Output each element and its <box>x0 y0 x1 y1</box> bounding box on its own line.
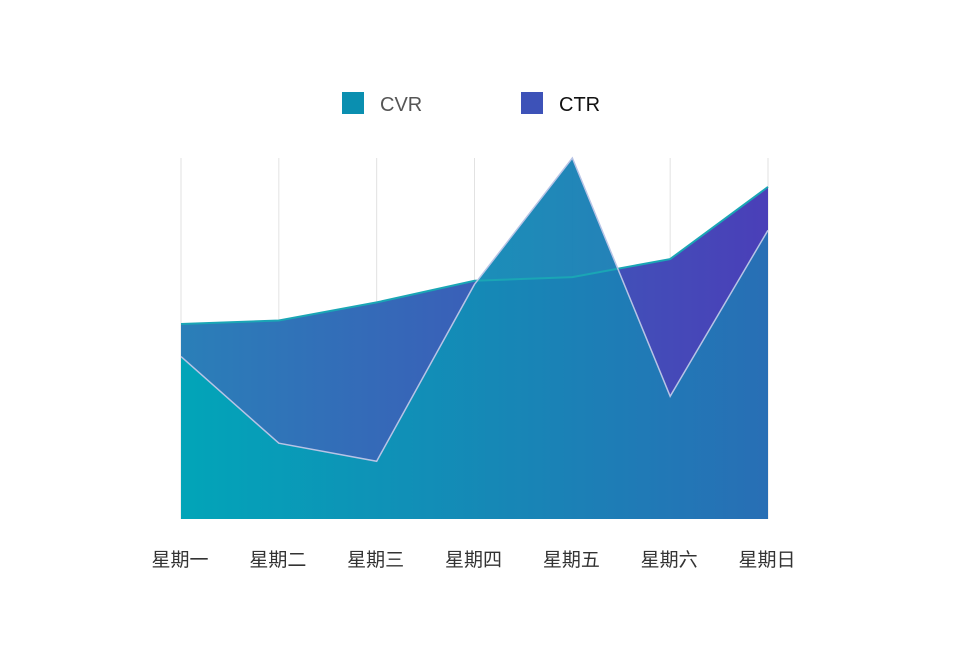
x-axis-tick-labels: 星期一 星期二 星期三 星期四 星期五 星期六 星期日 <box>151 549 795 571</box>
legend-swatch-cvr <box>342 92 364 114</box>
series-area-cvr <box>181 158 768 519</box>
series-lines <box>180 156 769 463</box>
legend-item-ctr[interactable]: CTR <box>521 92 600 116</box>
x-tick-label: 星期二 <box>249 549 306 571</box>
x-tick-label: 星期四 <box>445 549 502 571</box>
x-tick-label: 星期六 <box>641 549 698 571</box>
x-tick-label: 星期五 <box>543 549 600 571</box>
legend: CVR CTR <box>342 92 600 116</box>
legend-swatch-ctr <box>521 92 543 114</box>
legend-item-cvr[interactable]: CVR <box>342 92 422 116</box>
x-tick-label: 星期三 <box>347 549 404 571</box>
x-tick-label: 星期一 <box>151 549 208 571</box>
series-line-cvr <box>180 156 769 463</box>
legend-label-cvr: CVR <box>380 94 422 116</box>
x-tick-label: 星期日 <box>738 549 795 571</box>
legend-label-ctr: CTR <box>559 94 600 116</box>
series-areas <box>181 158 768 519</box>
series-line-ctr <box>180 186 769 326</box>
